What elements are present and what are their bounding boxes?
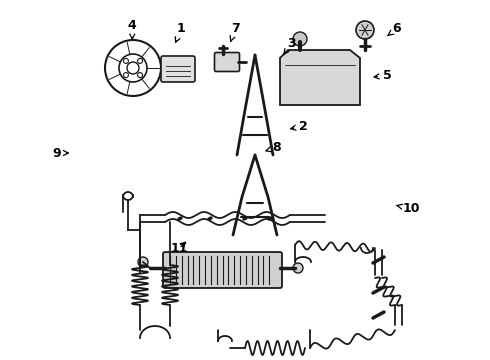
Circle shape bbox=[138, 257, 148, 267]
Text: 11: 11 bbox=[170, 242, 188, 255]
Circle shape bbox=[293, 263, 303, 273]
Text: 7: 7 bbox=[230, 22, 240, 41]
Text: 4: 4 bbox=[128, 19, 137, 39]
Circle shape bbox=[127, 62, 139, 74]
Circle shape bbox=[123, 73, 128, 77]
Circle shape bbox=[138, 58, 143, 63]
Circle shape bbox=[356, 21, 374, 39]
Text: 6: 6 bbox=[388, 22, 401, 36]
FancyBboxPatch shape bbox=[163, 252, 282, 288]
Text: 5: 5 bbox=[374, 69, 392, 82]
Circle shape bbox=[138, 73, 143, 77]
Text: 8: 8 bbox=[266, 141, 281, 154]
FancyBboxPatch shape bbox=[215, 53, 240, 72]
Text: 3: 3 bbox=[284, 37, 296, 55]
Circle shape bbox=[293, 32, 307, 46]
Text: 9: 9 bbox=[52, 147, 68, 159]
FancyBboxPatch shape bbox=[161, 56, 195, 82]
Text: 2: 2 bbox=[291, 120, 308, 132]
Text: 10: 10 bbox=[397, 202, 420, 215]
Text: 1: 1 bbox=[175, 22, 186, 42]
Circle shape bbox=[123, 58, 128, 63]
Polygon shape bbox=[280, 50, 360, 105]
